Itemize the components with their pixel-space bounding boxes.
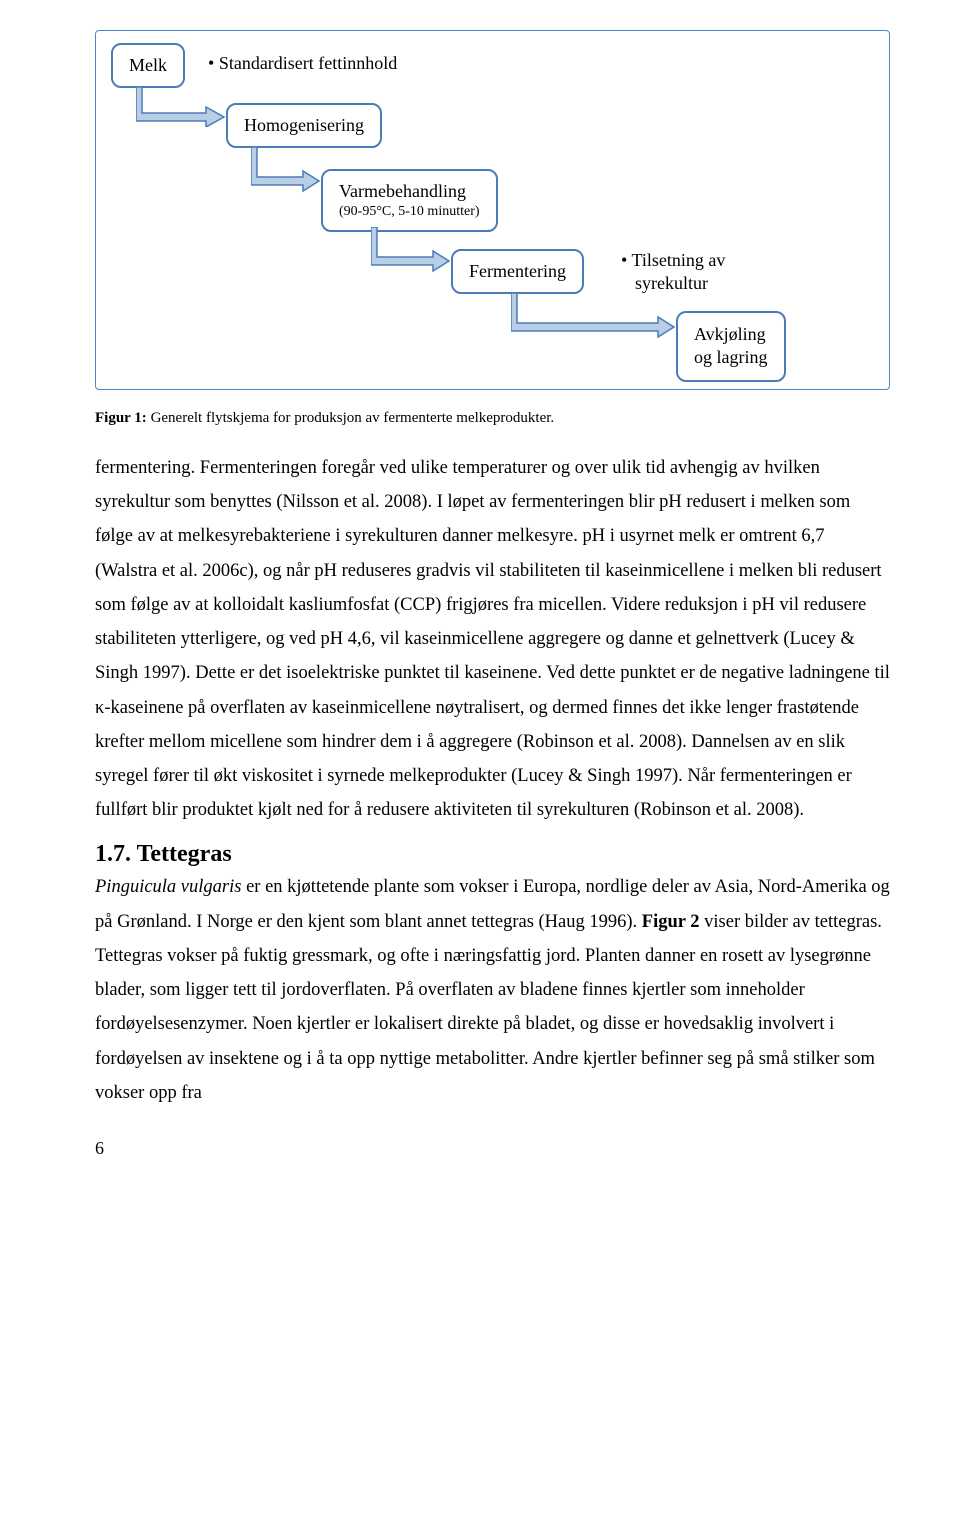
flow-label-avkjol-2: og lagring	[694, 347, 768, 367]
paragraph-tettegras: Pinguicula vulgaris er en kjøttetende pl…	[95, 870, 890, 1110]
section-number: 1.7.	[95, 841, 131, 867]
caption-prefix: Figur 1:	[95, 410, 147, 426]
flow-bullet-tilset: Tilsetning av syrekultur	[621, 249, 725, 296]
flow-box-melk: Melk	[111, 43, 185, 88]
p2-part2: viser bilder av tettegras. Tettegras vok…	[95, 912, 882, 1103]
section-title: Tettegras	[137, 841, 232, 867]
flow-box-varme: Varmebehandling (90-95°C, 5-10 minutter)	[321, 169, 498, 232]
flow-box-homog: Homogenisering	[226, 103, 382, 148]
flow-label-homog: Homogenisering	[244, 115, 364, 135]
caption-text: Generelt flytskjema for produksjon av fe…	[147, 410, 554, 426]
flow-label-ferment: Fermentering	[469, 261, 566, 281]
flow-sublabel-varme: (90-95°C, 5-10 minutter)	[339, 204, 480, 220]
arrow-2	[251, 147, 321, 193]
flow-box-ferment: Fermentering	[451, 249, 584, 294]
figure-reference: Figur 2	[642, 912, 700, 932]
flow-label-avkjol-1: Avkjøling	[694, 324, 766, 344]
flow-box-avkjol: Avkjøling og lagring	[676, 311, 786, 382]
arrow-1	[136, 87, 226, 127]
flow-label-melk: Melk	[129, 55, 167, 75]
section-heading-tettegras: 1.7. Tettegras	[95, 841, 890, 868]
species-name: Pinguicula vulgaris	[95, 877, 241, 897]
paragraph-fermentering: fermentering. Fermenteringen foregår ved…	[95, 451, 890, 827]
page-number: 6	[95, 1138, 890, 1159]
arrow-3	[371, 227, 451, 273]
flowchart-diagram: Melk Standardisert fettinnhold Homogenis…	[95, 30, 890, 390]
figure-caption: Figur 1: Generelt flytskjema for produks…	[95, 410, 890, 427]
flow-label-varme: Varmebehandling	[339, 181, 466, 201]
arrow-4	[511, 293, 676, 339]
flow-bullet-std: Standardisert fettinnhold	[208, 53, 397, 74]
